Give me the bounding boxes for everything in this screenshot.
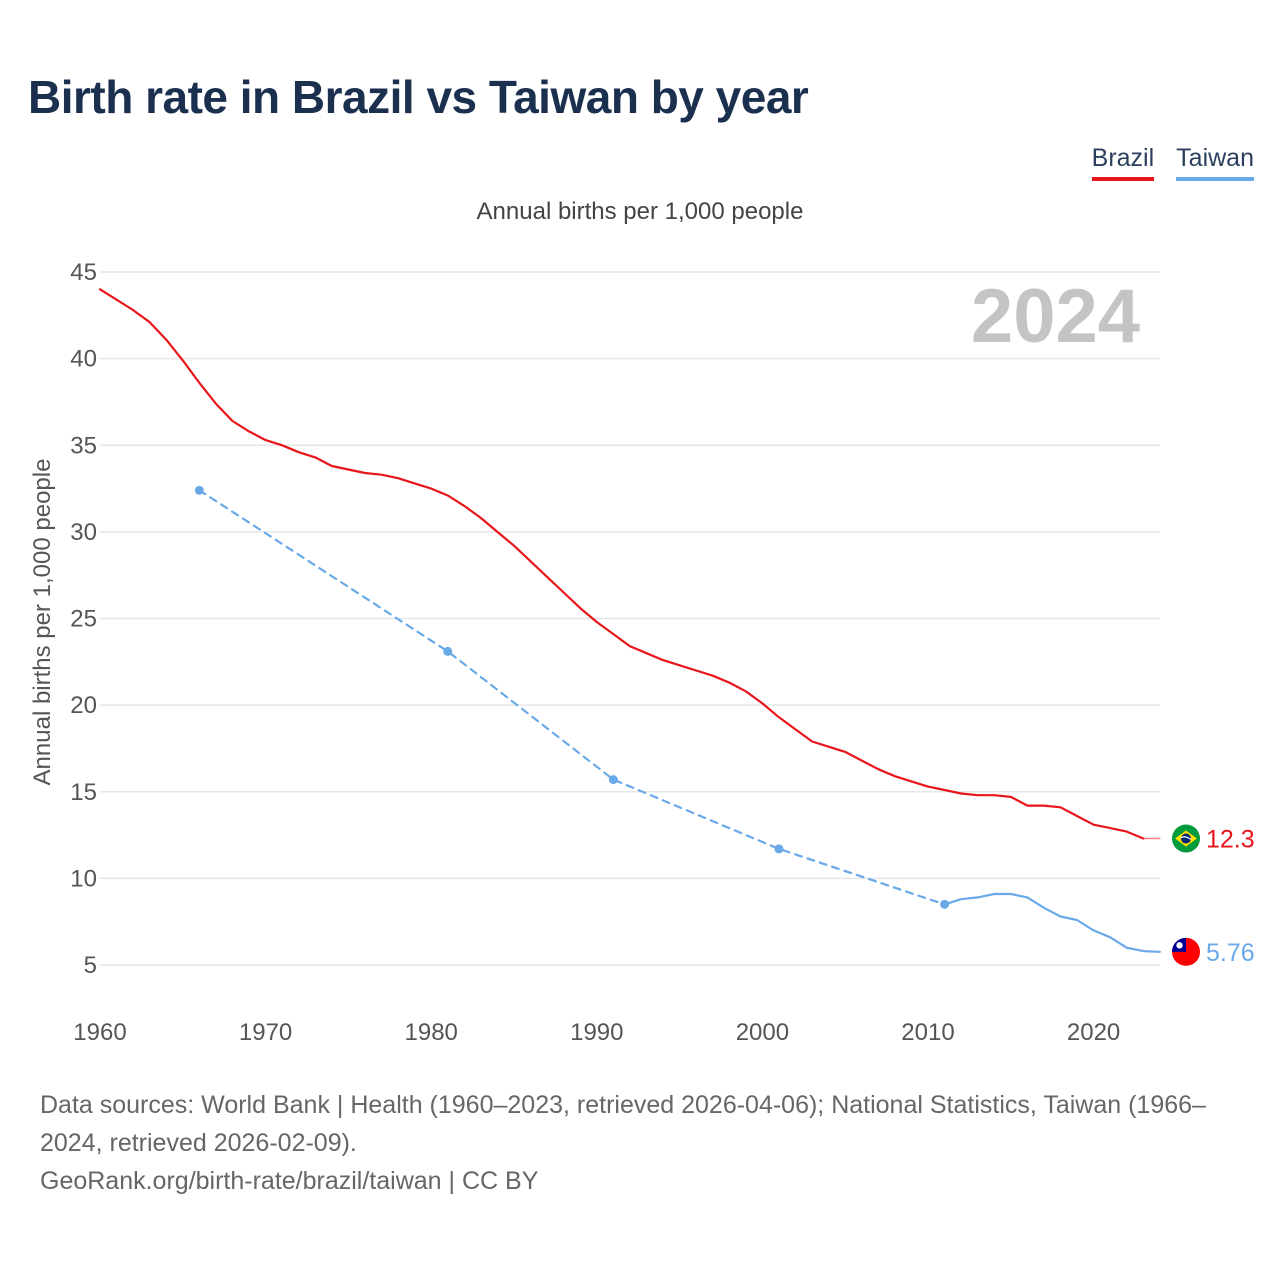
x-tick-label: 1990 bbox=[570, 1019, 623, 1046]
series-line-taiwan-1 bbox=[943, 892, 1161, 953]
year-watermark: 2024 bbox=[971, 274, 1140, 359]
x-tick-label: 1980 bbox=[405, 1019, 458, 1046]
source-credit: GeoRank.org/birth-rate/brazil/taiwan | C… bbox=[40, 1167, 539, 1195]
data-sources: Data sources: World Bank | Health (1960–… bbox=[40, 1091, 1206, 1157]
data-point-taiwan bbox=[443, 646, 453, 656]
brazil-flag-icon bbox=[1172, 824, 1200, 853]
data-point-taiwan bbox=[194, 485, 204, 495]
x-tick-label: 2000 bbox=[736, 1019, 789, 1046]
end-value-label-brazil: 12.3 bbox=[1206, 826, 1255, 854]
data-point-taiwan bbox=[940, 899, 950, 909]
legend-item-brazil[interactable]: Brazil bbox=[1091, 144, 1155, 181]
taiwan-flag-icon bbox=[1172, 937, 1200, 966]
legend-item-taiwan[interactable]: Taiwan bbox=[1176, 144, 1254, 181]
line-chart: 5 10 15 20 25 30 35 40 45 1960 1970 1980 1990 2000 201… bbox=[29, 259, 1255, 1046]
x-tick-label: 1970 bbox=[239, 1019, 292, 1046]
x-tick-label: 2020 bbox=[1067, 1019, 1120, 1046]
series-lines bbox=[98, 288, 1161, 953]
y-tick-label: 45 bbox=[70, 259, 97, 286]
legend: Brazil Taiwan bbox=[1091, 144, 1254, 181]
y-tick-label: 30 bbox=[70, 519, 97, 546]
y-tick-label: 35 bbox=[70, 432, 97, 459]
x-tick-label: 2010 bbox=[901, 1019, 954, 1046]
y-tick-label: 10 bbox=[70, 865, 97, 892]
end-labels: 12.3 5.76 bbox=[1172, 824, 1255, 967]
y-tick-label: 25 bbox=[70, 606, 97, 633]
series-line-brazil-0 bbox=[98, 288, 1145, 840]
x-tick-label: 1960 bbox=[73, 1019, 126, 1046]
y-tick-label: 40 bbox=[70, 346, 97, 373]
y-tick-label: 20 bbox=[70, 692, 97, 719]
end-value-label-taiwan: 5.76 bbox=[1206, 939, 1255, 967]
axis-ticks: 5 10 15 20 25 30 35 40 45 1960 1970 1980 1990 2000 201… bbox=[70, 259, 1120, 1046]
series-line-taiwan-0 bbox=[198, 489, 946, 906]
y-tick-label: 5 bbox=[84, 952, 97, 979]
y-axis-label: Annual births per 1,000 people bbox=[29, 459, 56, 786]
chart-title: Birth rate in Brazil vs Taiwan by year bbox=[28, 71, 809, 123]
y-tick-label: 15 bbox=[70, 779, 97, 806]
grid-lines bbox=[100, 271, 1160, 966]
data-point-taiwan bbox=[608, 775, 618, 785]
chart-subtitle: Annual births per 1,000 people bbox=[476, 198, 804, 225]
data-point-taiwan bbox=[774, 844, 784, 854]
